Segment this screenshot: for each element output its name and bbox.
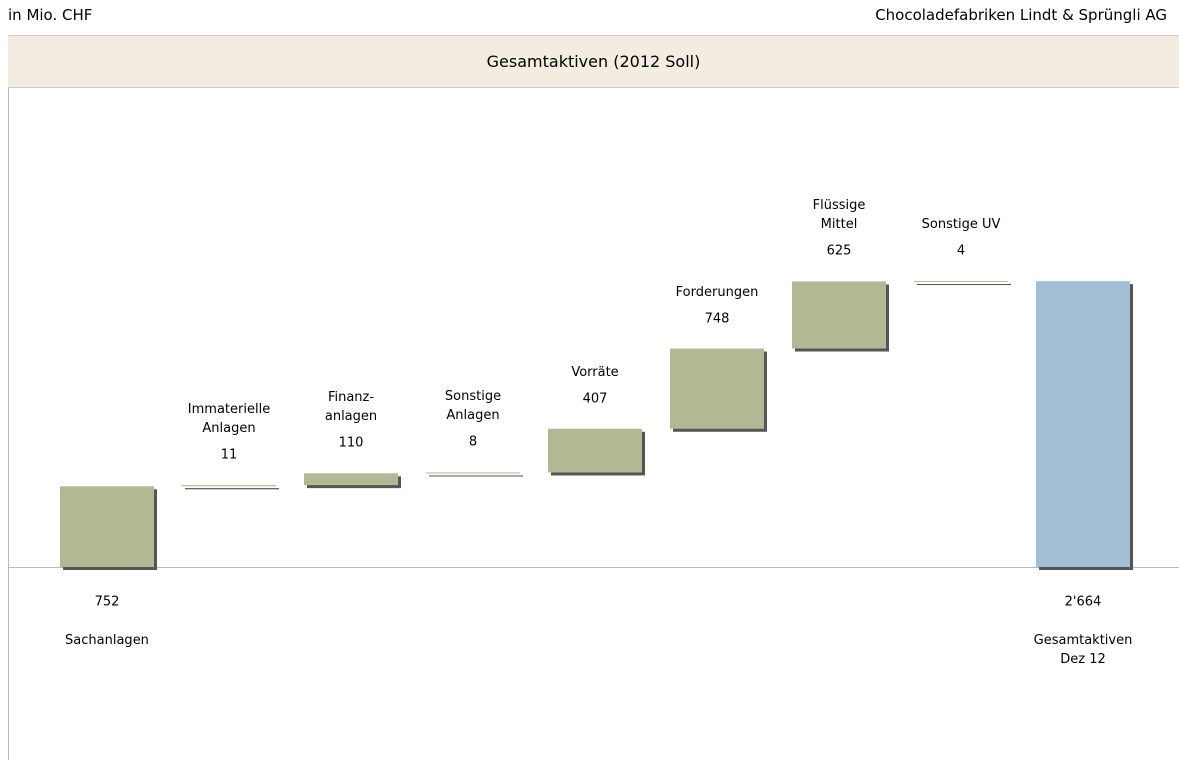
chart-title: Gesamtaktiven (2012 Soll) — [8, 35, 1179, 88]
category-label: Gesamtaktiven Dez 12 — [1033, 633, 1133, 667]
bar — [548, 428, 642, 473]
category-label: Sonstige UV — [921, 217, 1001, 232]
company-name: Chocoladefabriken Lindt & Sprüngli AG — [875, 6, 1167, 24]
bar-shadow — [185, 488, 279, 490]
value-label: 625 — [826, 243, 852, 259]
value-label: 752 — [94, 594, 120, 610]
value-label: 748 — [704, 311, 730, 326]
bar-shadow — [429, 475, 523, 477]
bar — [914, 281, 1008, 282]
value-label: 8 — [468, 434, 478, 450]
bar — [60, 486, 154, 567]
bar — [792, 281, 886, 349]
bar — [304, 473, 398, 486]
bar — [670, 348, 764, 429]
bar — [182, 485, 276, 487]
category-label: Sonstige Anlagen — [444, 389, 502, 424]
category-label: Vorräte — [571, 364, 619, 380]
category-label: Flüssige Mittel — [812, 198, 866, 233]
category-label: Forderungen — [675, 284, 759, 300]
bar — [1036, 281, 1130, 567]
bar — [426, 472, 520, 474]
value-label: 2'664 — [1064, 594, 1102, 610]
value-label: 407 — [582, 391, 608, 407]
category-label: Sachanlagen — [65, 633, 149, 648]
category-label: Immaterielle Anlagen — [187, 402, 271, 437]
category-label: Finanz- anlagen — [324, 390, 378, 425]
value-label: 4 — [956, 243, 966, 259]
bar-shadow — [917, 284, 1011, 285]
unit-label: in Mio. CHF — [8, 6, 93, 24]
value-label: 110 — [338, 435, 364, 451]
value-label: 11 — [220, 447, 238, 463]
